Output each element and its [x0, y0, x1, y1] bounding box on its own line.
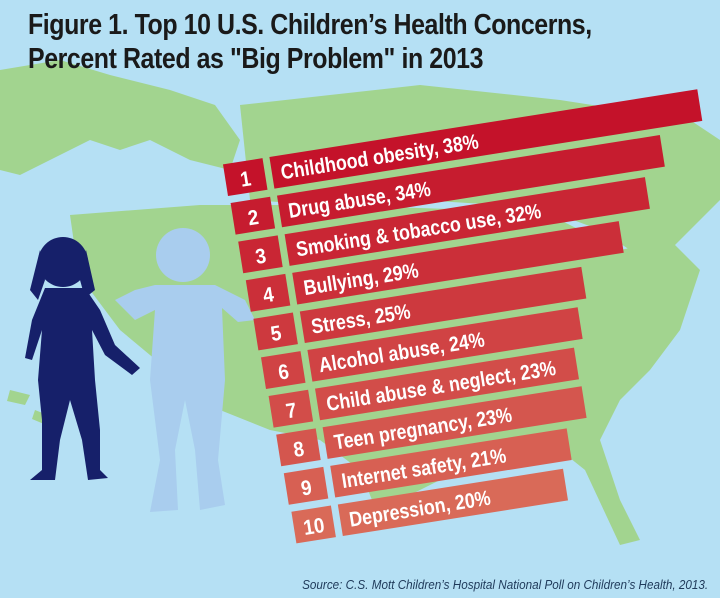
bar [292, 221, 624, 305]
bar [337, 468, 569, 537]
rank-label: 2 [246, 206, 260, 230]
bar-row: 10 Depression, 20% [291, 468, 569, 544]
rank-box [238, 235, 283, 274]
rank-box [291, 505, 336, 544]
rank-box [283, 466, 329, 505]
rank-label: 5 [269, 322, 283, 346]
rank-box [245, 273, 291, 312]
rank-box [276, 428, 321, 467]
bar [284, 177, 650, 266]
rank-box [268, 389, 314, 428]
rank-label: 7 [284, 399, 298, 423]
rank-label: 9 [299, 476, 313, 500]
rank-label: 10 [302, 514, 326, 540]
rank-label: 1 [239, 167, 253, 191]
rank-box [222, 158, 268, 196]
hawaii-land [7, 390, 50, 424]
bar [330, 428, 572, 498]
bar [315, 347, 579, 421]
rank-label: 8 [292, 438, 306, 462]
rank-label: 4 [261, 283, 275, 307]
girl-silhouette [25, 237, 140, 480]
rank-label: 6 [277, 360, 291, 384]
bar [307, 307, 583, 382]
source-note: Source: C.S. Mott Children’s Hospital Na… [301, 577, 708, 592]
rank-box [253, 312, 298, 351]
bar [299, 266, 587, 344]
bar [277, 135, 665, 228]
boy-silhouette [115, 228, 255, 512]
rank-box [260, 351, 306, 389]
bar [269, 89, 703, 189]
chart-title-line-1: Figure 1. Top 10 U.S. Children’s Health … [28, 9, 592, 41]
chart-title-line-2: Percent Rated as "Big Problem" in 2013 [28, 43, 484, 75]
bar [322, 386, 587, 459]
chart-title: Figure 1. Top 10 U.S. Children’s Health … [28, 8, 592, 76]
alaska-land [0, 60, 240, 175]
rank-label: 3 [254, 245, 268, 269]
rank-box [230, 196, 276, 235]
